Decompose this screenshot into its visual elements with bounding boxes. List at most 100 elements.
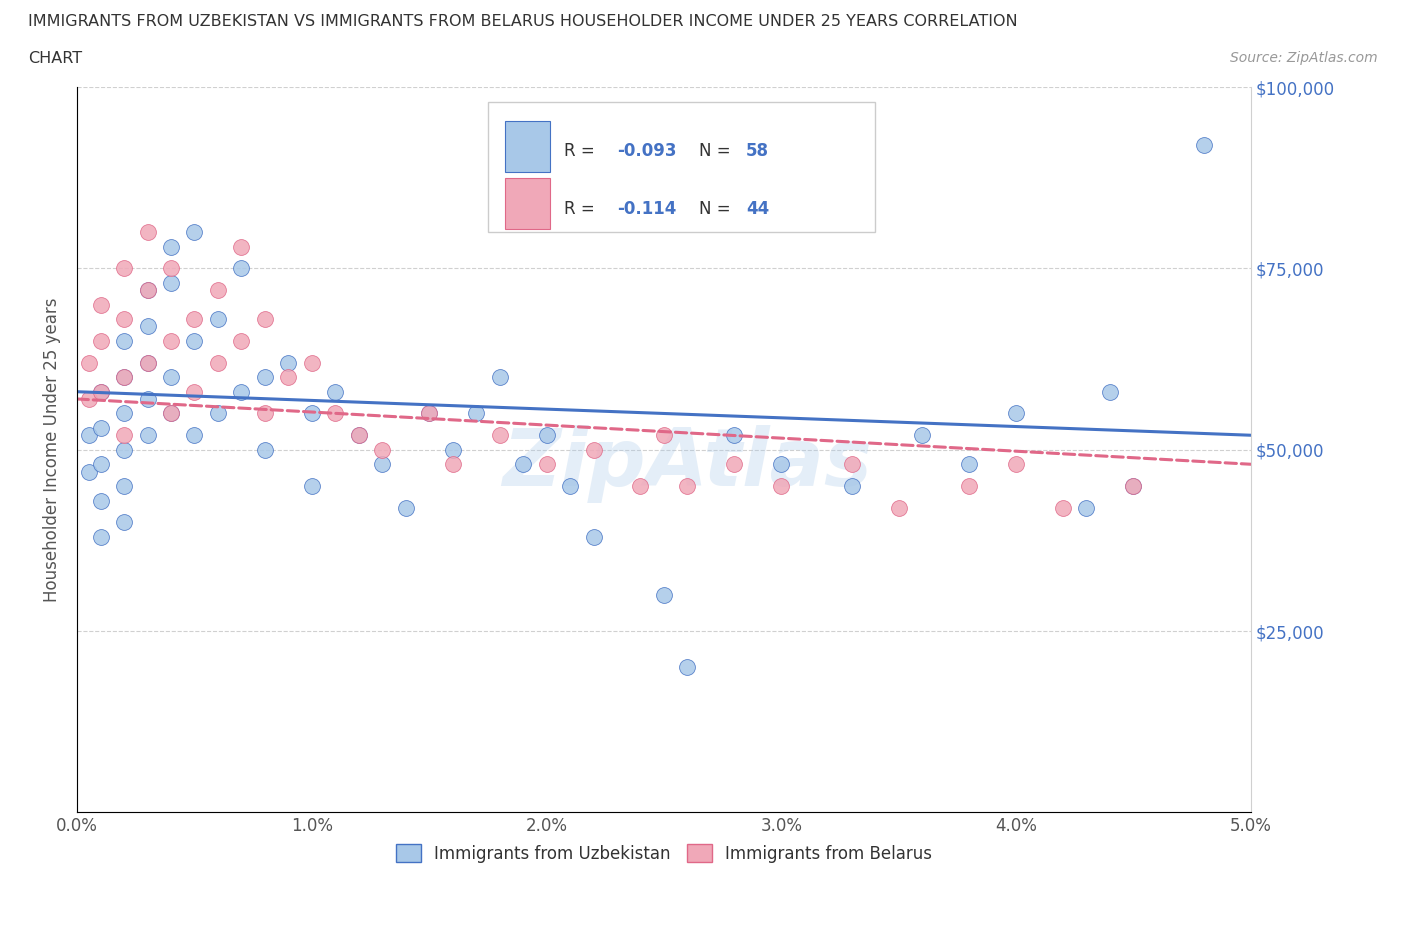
Point [841, 457, 863, 472]
Point [136, 392, 159, 406]
Point [1122, 479, 1144, 494]
Point [488, 370, 510, 385]
Point [558, 479, 581, 494]
Point [441, 457, 464, 472]
Point [323, 406, 346, 421]
Point [136, 283, 159, 298]
Point [347, 428, 370, 443]
Point [160, 406, 183, 421]
Point [112, 370, 135, 385]
Point [90, 334, 112, 349]
Point [957, 457, 980, 472]
Text: Source: ZipAtlas.com: Source: ZipAtlas.com [1230, 51, 1378, 65]
Point [418, 406, 440, 421]
Point [207, 406, 229, 421]
FancyBboxPatch shape [506, 179, 550, 229]
Point [347, 428, 370, 443]
Point [1098, 384, 1121, 399]
Point [112, 479, 135, 494]
Point [395, 500, 418, 515]
Point [1005, 457, 1028, 472]
Point [1005, 406, 1028, 421]
Point [723, 457, 745, 472]
Point [77, 392, 100, 406]
Point [277, 355, 299, 370]
Point [77, 355, 100, 370]
Legend: Immigrants from Uzbekistan, Immigrants from Belarus: Immigrants from Uzbekistan, Immigrants f… [389, 838, 939, 870]
Point [536, 428, 558, 443]
Point [160, 370, 183, 385]
Point [90, 493, 112, 508]
Point [253, 443, 276, 458]
Point [183, 428, 205, 443]
Point [911, 428, 934, 443]
Point [112, 443, 135, 458]
Point [90, 384, 112, 399]
Point [136, 283, 159, 298]
Point [136, 355, 159, 370]
Point [112, 406, 135, 421]
Point [418, 406, 440, 421]
Point [770, 479, 793, 494]
Point [112, 334, 135, 349]
Point [630, 479, 652, 494]
Point [90, 384, 112, 399]
Point [253, 406, 276, 421]
Point [136, 319, 159, 334]
Text: 58: 58 [747, 142, 769, 160]
Point [676, 660, 699, 675]
Point [488, 428, 510, 443]
Point [253, 312, 276, 326]
Point [207, 283, 229, 298]
Point [183, 334, 205, 349]
Point [90, 529, 112, 544]
Text: R =: R = [564, 142, 600, 160]
Point [301, 479, 323, 494]
Point [160, 239, 183, 254]
Point [160, 275, 183, 290]
Point [231, 261, 253, 276]
Point [723, 428, 745, 443]
Point [887, 500, 910, 515]
Point [90, 298, 112, 312]
Text: ZipAtlas: ZipAtlas [502, 425, 872, 503]
Point [512, 457, 534, 472]
Point [90, 457, 112, 472]
Point [160, 334, 183, 349]
Point [371, 457, 394, 472]
Point [1052, 500, 1074, 515]
Point [536, 457, 558, 472]
Point [112, 312, 135, 326]
Point [1122, 479, 1144, 494]
Point [231, 239, 253, 254]
Point [160, 261, 183, 276]
Point [160, 406, 183, 421]
Point [323, 384, 346, 399]
Text: 44: 44 [747, 200, 769, 218]
Point [441, 443, 464, 458]
Point [183, 312, 205, 326]
Point [841, 479, 863, 494]
Point [253, 370, 276, 385]
Point [652, 428, 675, 443]
Point [207, 312, 229, 326]
Point [231, 334, 253, 349]
Point [112, 428, 135, 443]
Point [582, 529, 605, 544]
Point [136, 355, 159, 370]
Point [183, 384, 205, 399]
Point [183, 225, 205, 240]
Point [112, 370, 135, 385]
Point [112, 261, 135, 276]
Point [465, 406, 488, 421]
Y-axis label: Householder Income Under 25 years: Householder Income Under 25 years [44, 298, 60, 602]
Text: -0.093: -0.093 [617, 142, 676, 160]
Text: -0.114: -0.114 [617, 200, 676, 218]
Point [371, 443, 394, 458]
Point [77, 428, 100, 443]
Point [957, 479, 980, 494]
Point [136, 225, 159, 240]
FancyBboxPatch shape [506, 121, 550, 171]
Point [1192, 138, 1215, 153]
Text: IMMIGRANTS FROM UZBEKISTAN VS IMMIGRANTS FROM BELARUS HOUSEHOLDER INCOME UNDER 2: IMMIGRANTS FROM UZBEKISTAN VS IMMIGRANTS… [28, 14, 1018, 29]
